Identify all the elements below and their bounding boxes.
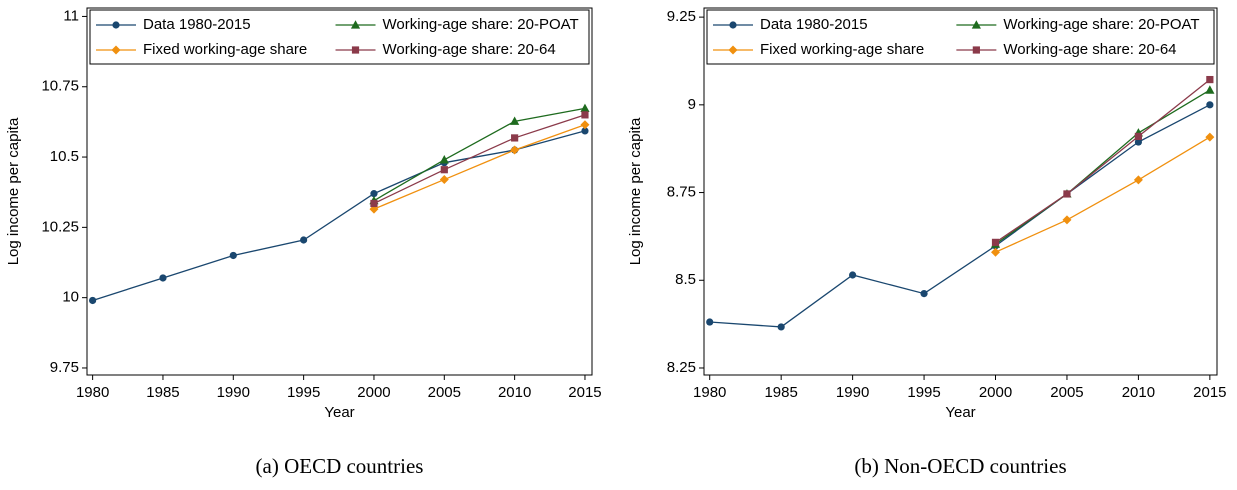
marker bbox=[1205, 85, 1215, 94]
marker bbox=[581, 111, 589, 119]
y-tick-label: 8.75 bbox=[667, 184, 696, 201]
marker bbox=[1133, 175, 1143, 185]
marker bbox=[1063, 190, 1071, 198]
caption: (b) Non-OECD countries bbox=[854, 454, 1066, 478]
legend-label: Data 1980-2015 bbox=[143, 16, 251, 33]
legend-marker bbox=[971, 20, 981, 29]
series-line bbox=[92, 130, 586, 302]
y-tick-label: 9 bbox=[688, 96, 696, 113]
y-tick-label: 8.25 bbox=[667, 359, 696, 376]
y-tick-label: 10.5 bbox=[50, 148, 79, 165]
x-tick-label: 2005 bbox=[428, 384, 461, 401]
marker bbox=[1205, 132, 1215, 142]
x-tick-label: 1990 bbox=[217, 384, 250, 401]
series-line bbox=[995, 89, 1211, 245]
marker bbox=[439, 155, 449, 164]
legend-marker bbox=[728, 45, 738, 55]
marker bbox=[229, 251, 237, 260]
marker bbox=[1206, 75, 1214, 84]
legend-marker bbox=[972, 46, 980, 54]
x-tick-label: 2010 bbox=[1122, 384, 1155, 401]
x-tick-label: 1995 bbox=[287, 384, 320, 401]
marker bbox=[580, 103, 590, 112]
y-tick-label: 10.25 bbox=[41, 218, 79, 235]
marker bbox=[510, 116, 520, 125]
x-tick-label: 1980 bbox=[693, 384, 726, 401]
legend-label: Fixed working-age share bbox=[760, 41, 924, 58]
marker bbox=[440, 166, 448, 174]
legend-label: Fixed working-age share bbox=[143, 41, 307, 58]
series-line bbox=[373, 107, 586, 202]
legend-marker bbox=[350, 20, 361, 29]
marker bbox=[511, 134, 519, 142]
marker bbox=[580, 120, 590, 130]
legend-marker bbox=[111, 45, 121, 55]
y-tick-label: 10 bbox=[62, 289, 79, 306]
x-tick-label: 2005 bbox=[1050, 384, 1083, 401]
marker bbox=[1134, 132, 1143, 141]
legend-label: Working-age share: 20-POAT bbox=[383, 16, 579, 33]
legend-label: Working-age share: 20-64 bbox=[1003, 41, 1176, 58]
series-line bbox=[995, 79, 1211, 243]
marker bbox=[706, 318, 714, 326]
y-axis-label: Log income per capita bbox=[5, 117, 22, 265]
x-tick-label: 1985 bbox=[764, 384, 797, 401]
legend-box bbox=[706, 9, 1215, 65]
x-tick-label: 1995 bbox=[907, 384, 940, 401]
marker bbox=[991, 238, 1000, 246]
marker bbox=[159, 274, 167, 282]
marker bbox=[370, 199, 378, 208]
x-tick-label: 1980 bbox=[76, 384, 109, 401]
y-tick-label: 8.5 bbox=[675, 271, 696, 288]
series-line bbox=[995, 136, 1211, 253]
x-tick-label: 2000 bbox=[357, 384, 390, 401]
legend-marker bbox=[729, 21, 737, 29]
legend-marker bbox=[112, 21, 120, 29]
series-line bbox=[373, 124, 586, 210]
marker bbox=[370, 190, 378, 198]
x-axis-label: Year bbox=[324, 404, 354, 421]
y-tick-label: 11 bbox=[63, 7, 79, 24]
marker bbox=[920, 290, 928, 298]
x-tick-label: 2000 bbox=[979, 384, 1012, 401]
marker bbox=[849, 271, 857, 279]
marker bbox=[991, 247, 1001, 257]
legend-label: Working-age share: 20-64 bbox=[383, 41, 556, 58]
legend-label: Working-age share: 20-POAT bbox=[1003, 16, 1199, 33]
legend-label: Data 1980-2015 bbox=[760, 16, 868, 33]
x-axis-label: Year bbox=[945, 404, 975, 421]
series-line bbox=[709, 104, 1211, 328]
x-tick-label: 2015 bbox=[1193, 384, 1226, 401]
marker bbox=[1134, 138, 1143, 146]
y-tick-label: 9.75 bbox=[50, 359, 79, 376]
plot-frame bbox=[703, 7, 1218, 376]
y-tick-label: 9.25 bbox=[667, 8, 696, 25]
legend-box bbox=[89, 9, 590, 65]
caption: (a) OECD countries bbox=[256, 454, 424, 478]
legend-marker bbox=[351, 46, 360, 54]
marker bbox=[777, 323, 785, 331]
marker bbox=[1206, 101, 1214, 109]
x-tick-label: 2010 bbox=[498, 384, 531, 401]
marker bbox=[439, 175, 449, 185]
series-line bbox=[373, 114, 586, 205]
x-tick-label: 2015 bbox=[568, 384, 601, 401]
marker bbox=[300, 236, 308, 244]
marker bbox=[581, 127, 589, 135]
y-tick-label: 10.75 bbox=[41, 78, 79, 95]
marker bbox=[1062, 215, 1072, 225]
marker bbox=[89, 296, 97, 305]
x-tick-label: 1990 bbox=[836, 384, 869, 401]
y-axis-label: Log income per capita bbox=[627, 117, 644, 265]
x-tick-label: 1985 bbox=[146, 384, 179, 401]
plot-frame bbox=[86, 7, 593, 376]
marker bbox=[510, 145, 520, 155]
